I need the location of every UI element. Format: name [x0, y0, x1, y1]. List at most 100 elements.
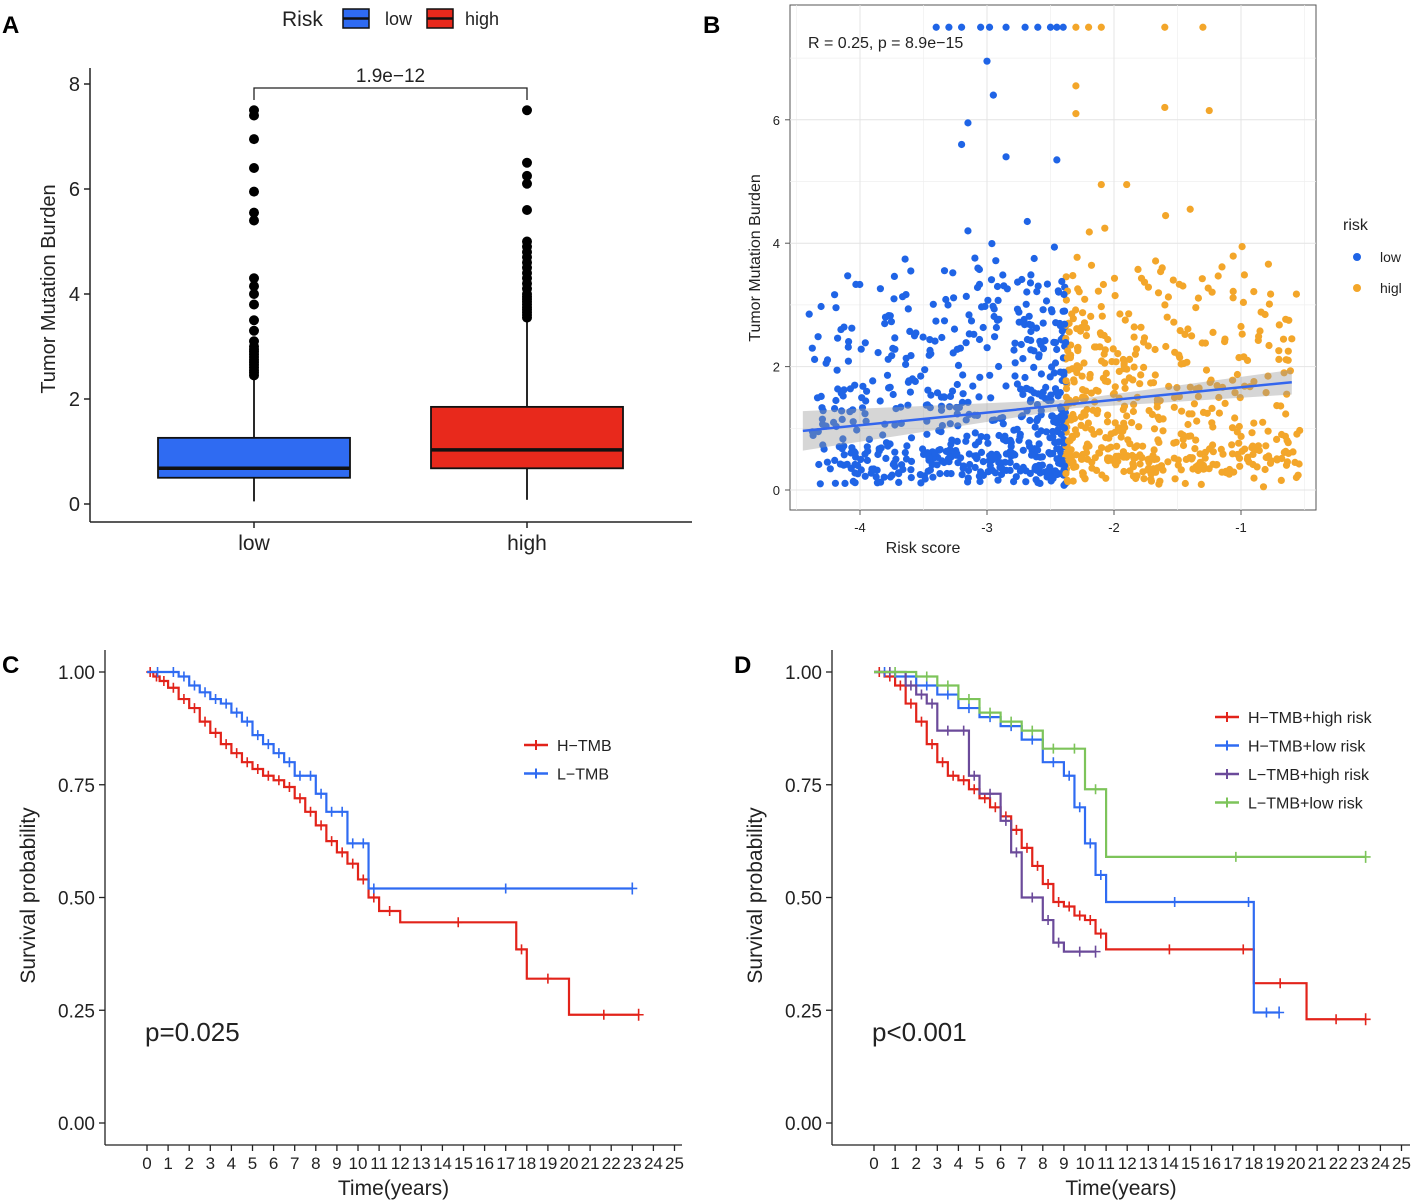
- b-point-high: [1204, 284, 1212, 292]
- b-point-low: [965, 466, 973, 475]
- b-point-high: [1097, 303, 1105, 311]
- b-point-high: [1121, 384, 1129, 392]
- b-point-low: [1025, 439, 1033, 447]
- d-legend-label-1: H−TMB+low risk: [1248, 739, 1366, 756]
- b-point-low: [848, 324, 856, 332]
- b-point-low: [994, 296, 1002, 304]
- b-point-high: [1114, 350, 1122, 358]
- b-x-axis-title: Risk score: [886, 540, 961, 557]
- c-censor-mark: [153, 667, 162, 677]
- b-point-low: [946, 446, 954, 454]
- d-xtick-label: 15: [1181, 1154, 1200, 1173]
- b-point-high: [1097, 180, 1105, 189]
- d-censor-mark: [922, 671, 931, 682]
- b-point-low: [969, 382, 977, 390]
- b-point-high: [1207, 376, 1215, 384]
- b-point-high: [1179, 441, 1188, 450]
- b-point-high: [1228, 441, 1236, 449]
- b-point-low: [858, 404, 867, 412]
- b-point-high: [1137, 274, 1146, 282]
- b-point-low: [1030, 363, 1038, 371]
- b-point-low: [890, 272, 899, 280]
- b-point-low: [920, 450, 928, 458]
- c-censor-mark: [159, 676, 168, 687]
- b-point-low: [1051, 438, 1059, 447]
- b-point-low: [815, 460, 823, 469]
- b-point-low: [1002, 23, 1010, 31]
- b-point-high: [1072, 451, 1080, 459]
- b-point-low: [808, 344, 816, 352]
- b-point-low: [1017, 413, 1025, 421]
- b-point-high: [1072, 306, 1080, 314]
- b-point-high: [1218, 263, 1226, 271]
- b-point-low: [1059, 307, 1067, 315]
- b-point-high: [1111, 428, 1119, 436]
- b-point-low: [977, 433, 985, 441]
- b-point-high: [1282, 447, 1290, 455]
- b-point-low: [852, 280, 860, 288]
- b-point-low: [823, 458, 832, 466]
- a-outlier-high: [522, 105, 532, 116]
- b-point-high: [1135, 423, 1143, 431]
- d-censor-mark: [1054, 937, 1063, 948]
- b-point-high: [1066, 459, 1074, 467]
- c-censor-mark: [169, 667, 178, 677]
- b-point-high: [1139, 468, 1147, 476]
- b-point-low: [1050, 418, 1058, 426]
- d-censor-mark: [1075, 802, 1084, 813]
- b-point-low: [1060, 368, 1068, 376]
- c-censor-mark: [211, 694, 220, 705]
- b-point-low: [891, 421, 899, 429]
- d-censor-mark: [1044, 915, 1053, 926]
- b-point-high: [1178, 407, 1186, 415]
- c-xtick-label: 20: [560, 1154, 579, 1173]
- a-outlier-low: [249, 281, 259, 292]
- b-point-high: [1069, 477, 1077, 485]
- panel-letter-c: C: [2, 652, 19, 679]
- b-point-low: [844, 357, 853, 365]
- b-point-low: [1011, 359, 1019, 367]
- d-censor-mark: [1054, 897, 1063, 908]
- b-regression-line: [802, 380, 1292, 433]
- b-legend-title: risk: [1343, 217, 1369, 234]
- b-point-low: [1010, 346, 1018, 354]
- b-point-low: [994, 476, 1002, 484]
- b-point-low: [1012, 462, 1021, 470]
- a-outlier-low: [249, 134, 259, 145]
- b-point-high: [1134, 265, 1142, 273]
- b-point-low: [1046, 450, 1054, 458]
- b-point-low: [1022, 300, 1030, 308]
- d-censor-mark: [959, 775, 968, 786]
- b-point-low: [1026, 469, 1034, 478]
- c-xtick-label: 5: [248, 1154, 257, 1173]
- b-point-high: [1222, 467, 1230, 475]
- b-point-low: [976, 373, 984, 381]
- b-point-low: [843, 460, 851, 468]
- b-point-high: [1120, 359, 1128, 367]
- b-point-high: [1264, 427, 1272, 435]
- b-point-high: [1201, 339, 1209, 347]
- d-censor-mark: [1274, 1006, 1285, 1019]
- b-point-low: [999, 414, 1007, 422]
- b-point-high: [1264, 260, 1272, 268]
- b-point-low: [1051, 385, 1060, 393]
- b-point-low: [877, 444, 885, 452]
- b-point-high: [1283, 390, 1291, 398]
- b-point-low: [919, 445, 927, 453]
- b-point-high: [1208, 404, 1216, 412]
- b-point-high: [1062, 393, 1070, 401]
- b-point-high: [1293, 430, 1301, 438]
- b-point-high: [1097, 329, 1105, 338]
- d-ytick-label: 0.75: [785, 776, 822, 797]
- b-point-high: [1238, 330, 1246, 338]
- b-point-high: [1138, 454, 1146, 462]
- c-ytick-label: 1.00: [58, 663, 95, 684]
- b-point-low: [940, 393, 949, 401]
- b-point-low: [902, 360, 910, 368]
- b-point-high: [1154, 289, 1163, 297]
- c-censor-mark: [306, 806, 315, 817]
- b-point-high: [1120, 467, 1128, 476]
- d-censor-mark: [1360, 850, 1371, 863]
- b-point-low: [946, 403, 954, 411]
- d-censor-mark: [917, 689, 926, 700]
